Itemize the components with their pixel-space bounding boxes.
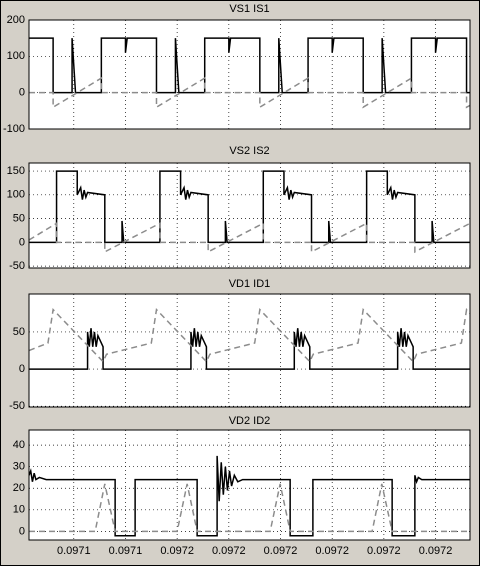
waveform — [29, 170, 470, 244]
y-tick-label: 0 — [19, 525, 25, 537]
x-tick-label: 0.0972 — [419, 545, 453, 557]
y-tick-label: -100 — [3, 123, 25, 135]
y-tick-label: -50 — [9, 260, 25, 272]
y-tick-label: 50 — [13, 212, 25, 224]
y-tick-label: 20 — [13, 482, 25, 494]
y-tick-label: 0 — [19, 363, 25, 375]
plot-frame — [28, 293, 471, 408]
y-tick-label: 200 — [7, 14, 25, 26]
y-tick-label: -50 — [9, 400, 25, 412]
x-tick-label: 0.0972 — [315, 545, 349, 557]
panel: VS2 IS2 -50 0 50 100 150 — [7, 145, 471, 272]
x-tick-label: 0.0972 — [212, 545, 246, 557]
waveform — [29, 328, 470, 370]
plot-area — [29, 294, 470, 407]
x-tick-label: 0.0971 — [57, 545, 91, 557]
y-tick-label: 0 — [19, 87, 25, 99]
panel: VD1 ID1 -50 0 50 — [9, 278, 471, 412]
y-tick-label: 0 — [19, 236, 25, 248]
x-tick-label: 0.0972 — [160, 545, 194, 557]
waveform — [29, 37, 470, 94]
y-tick-label: 100 — [7, 50, 25, 62]
waveform — [29, 483, 470, 533]
y-tick-label: 100 — [7, 189, 25, 201]
y-tick-label: 50 — [13, 326, 25, 338]
plot-frame — [28, 162, 471, 269]
panel-title: VD2 ID2 — [229, 415, 271, 427]
plot-frame — [28, 429, 471, 541]
panel: VD2 ID2 0 10 20 30 40 0.0971 0.0971 0.0972 0.0972… — [13, 415, 471, 557]
x-tick-label: 0.0971 — [109, 545, 143, 557]
plot-area — [29, 163, 470, 268]
plot-area — [29, 430, 470, 540]
panel-title: VS2 IS2 — [229, 145, 269, 157]
x-tick-label: 0.0972 — [264, 545, 298, 557]
waveform — [29, 222, 470, 254]
x-tick-label: 0.0972 — [367, 545, 401, 557]
plot-frame — [28, 19, 471, 130]
y-tick-label: 40 — [13, 439, 25, 451]
panel-title: VS1 IS1 — [229, 3, 269, 15]
y-tick-label: 10 — [13, 504, 25, 516]
y-tick-label: 150 — [7, 165, 25, 177]
plot-area — [29, 20, 470, 129]
panel-title: VD1 ID1 — [229, 278, 271, 290]
panel: VS1 IS1 -100 0 100 200 — [3, 3, 471, 135]
waveform — [29, 307, 470, 363]
y-tick-label: 30 — [13, 461, 25, 473]
waveform — [29, 455, 470, 537]
waveform — [29, 76, 470, 109]
